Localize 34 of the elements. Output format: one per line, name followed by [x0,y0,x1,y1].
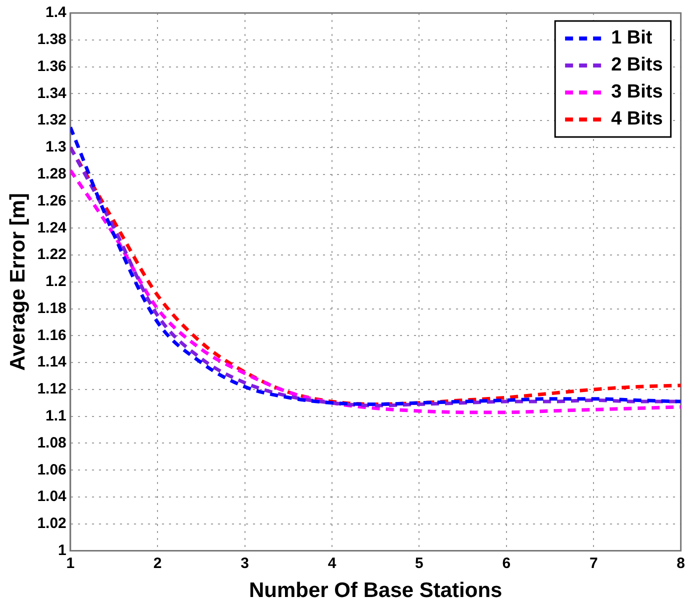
x-tick-label: 5 [415,554,424,572]
y-tick-label: 1.16 [37,326,66,344]
x-tick-label: 3 [240,554,249,572]
y-tick-label: 1.22 [37,246,66,264]
x-tick-label: 8 [676,554,685,572]
legend-label: 1 Bit [611,28,653,49]
legend-label: 3 Bits [611,82,663,103]
y-tick-label: 1.12 [37,380,66,398]
y-tick-label: 1.04 [37,488,68,506]
y-tick-label: 1.24 [37,219,68,236]
x-tick-label: 7 [589,554,598,572]
y-tick-label: 1.02 [37,515,66,532]
y-tick-label: 1.3 [46,138,66,156]
legend-label: 2 Bits [611,54,663,76]
y-axis-title: Average Error [m] [6,193,30,371]
y-tick-label: 1.38 [37,31,66,48]
x-tick-label: 4 [328,554,337,572]
y-tick-label: 1.18 [37,300,66,317]
y-tick-label: 1.36 [37,58,66,75]
y-tick-label: 1.06 [37,461,66,478]
y-tick-label: 1.1 [46,407,66,424]
y-tick-label: 1.26 [37,192,66,210]
legend-label: 4 Bits [611,108,663,130]
y-tick-label: 1.08 [37,434,66,452]
x-axis-title: Number Of Base Stations [248,579,502,602]
x-tick-label: 2 [153,554,162,572]
y-tick-label: 1.32 [37,112,66,129]
y-tick-label: 1.4 [46,4,68,22]
y-tick-label: 1.2 [46,273,66,290]
y-tick-label: 1.34 [37,84,68,102]
y-tick-label: 1.28 [37,165,66,182]
x-tick-label: 6 [502,554,511,572]
y-tick-label: 1 [58,542,66,559]
y-tick-label: 1.14 [37,354,68,371]
